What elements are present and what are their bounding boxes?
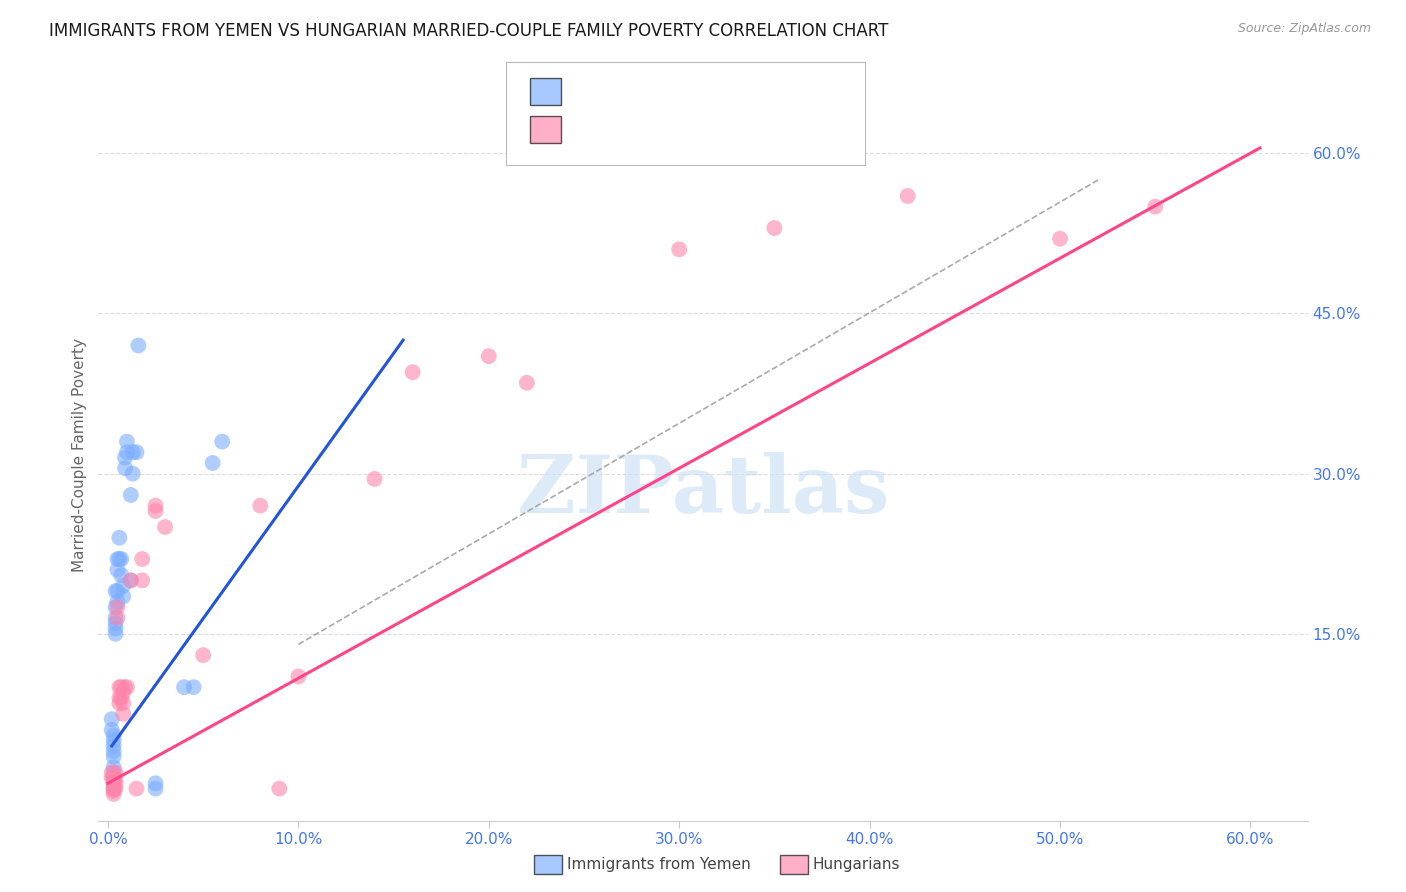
Point [103,733,125,747]
Point [668,243,690,257]
Point [103,728,125,742]
Point [104,611,127,625]
Point [107,611,129,625]
Text: Hungarians: Hungarians [813,857,900,871]
Point [104,616,127,631]
Point [108,680,131,694]
Point [1049,232,1071,246]
Point [103,781,125,796]
Point [100,723,122,737]
Point [104,776,127,790]
Point [114,450,136,465]
Point [103,776,125,790]
Point [201,456,224,470]
Point [145,776,167,790]
Point [100,712,122,726]
Point [100,771,122,785]
Point [103,765,125,780]
Point [108,696,131,710]
Point [114,680,136,694]
Point [127,338,149,352]
Point [104,771,127,785]
Point [173,680,195,694]
Point [103,760,125,774]
Point [112,685,135,699]
Point [104,622,127,636]
Point [104,765,127,780]
Point [131,552,153,566]
Point [121,445,143,459]
Point [211,434,233,449]
Point [125,781,148,796]
Point [110,690,132,705]
Point [107,600,129,615]
Point [121,467,143,481]
Point [763,221,786,235]
Point [104,781,127,796]
Point [103,787,125,801]
Point [107,584,129,599]
Point [103,781,125,796]
Point [104,627,127,641]
Point [103,780,125,794]
Point [516,376,538,390]
Point [103,771,125,785]
Point [145,781,167,796]
Point [107,563,129,577]
Point [478,349,501,363]
Point [110,568,132,582]
Point [103,739,125,753]
Point [108,690,131,705]
Point [107,595,129,609]
Point [115,434,138,449]
Point [107,552,129,566]
Text: Source: ZipAtlas.com: Source: ZipAtlas.com [1237,22,1371,36]
Point [191,648,214,662]
Point [104,584,127,599]
Text: R = 0.723   N = 44: R = 0.723 N = 44 [569,81,769,101]
Point [108,531,131,545]
Point [120,574,142,588]
Point [897,189,920,203]
Point [108,552,131,566]
Point [269,781,291,796]
Point [112,706,135,721]
Point [112,590,135,604]
Point [153,520,176,534]
Point [103,744,125,758]
Point [104,600,127,615]
Point [363,472,385,486]
Point [103,749,125,764]
Text: R = 0.810   N = 44: R = 0.810 N = 44 [569,119,769,138]
Point [112,696,135,710]
Point [287,669,309,683]
Point [103,776,125,790]
Point [401,365,423,379]
Point [145,504,167,518]
Point [100,765,122,780]
Point [120,488,142,502]
Point [145,499,167,513]
Point [183,680,205,694]
Point [114,461,136,475]
Point [1144,200,1167,214]
Point [115,445,138,459]
Point [103,783,125,797]
Point [110,552,132,566]
Point [103,771,125,785]
Point [112,579,135,593]
Point [115,680,138,694]
Point [110,680,132,694]
Text: Immigrants from Yemen: Immigrants from Yemen [567,857,751,871]
Text: IMMIGRANTS FROM YEMEN VS HUNGARIAN MARRIED-COUPLE FAMILY POVERTY CORRELATION CHA: IMMIGRANTS FROM YEMEN VS HUNGARIAN MARRI… [49,22,889,40]
Point [249,499,271,513]
Y-axis label: Married-Couple Family Poverty: Married-Couple Family Poverty [72,338,87,572]
Point [131,574,153,588]
Point [125,445,148,459]
Point [120,574,142,588]
Text: ZIPatlas: ZIPatlas [517,452,889,531]
